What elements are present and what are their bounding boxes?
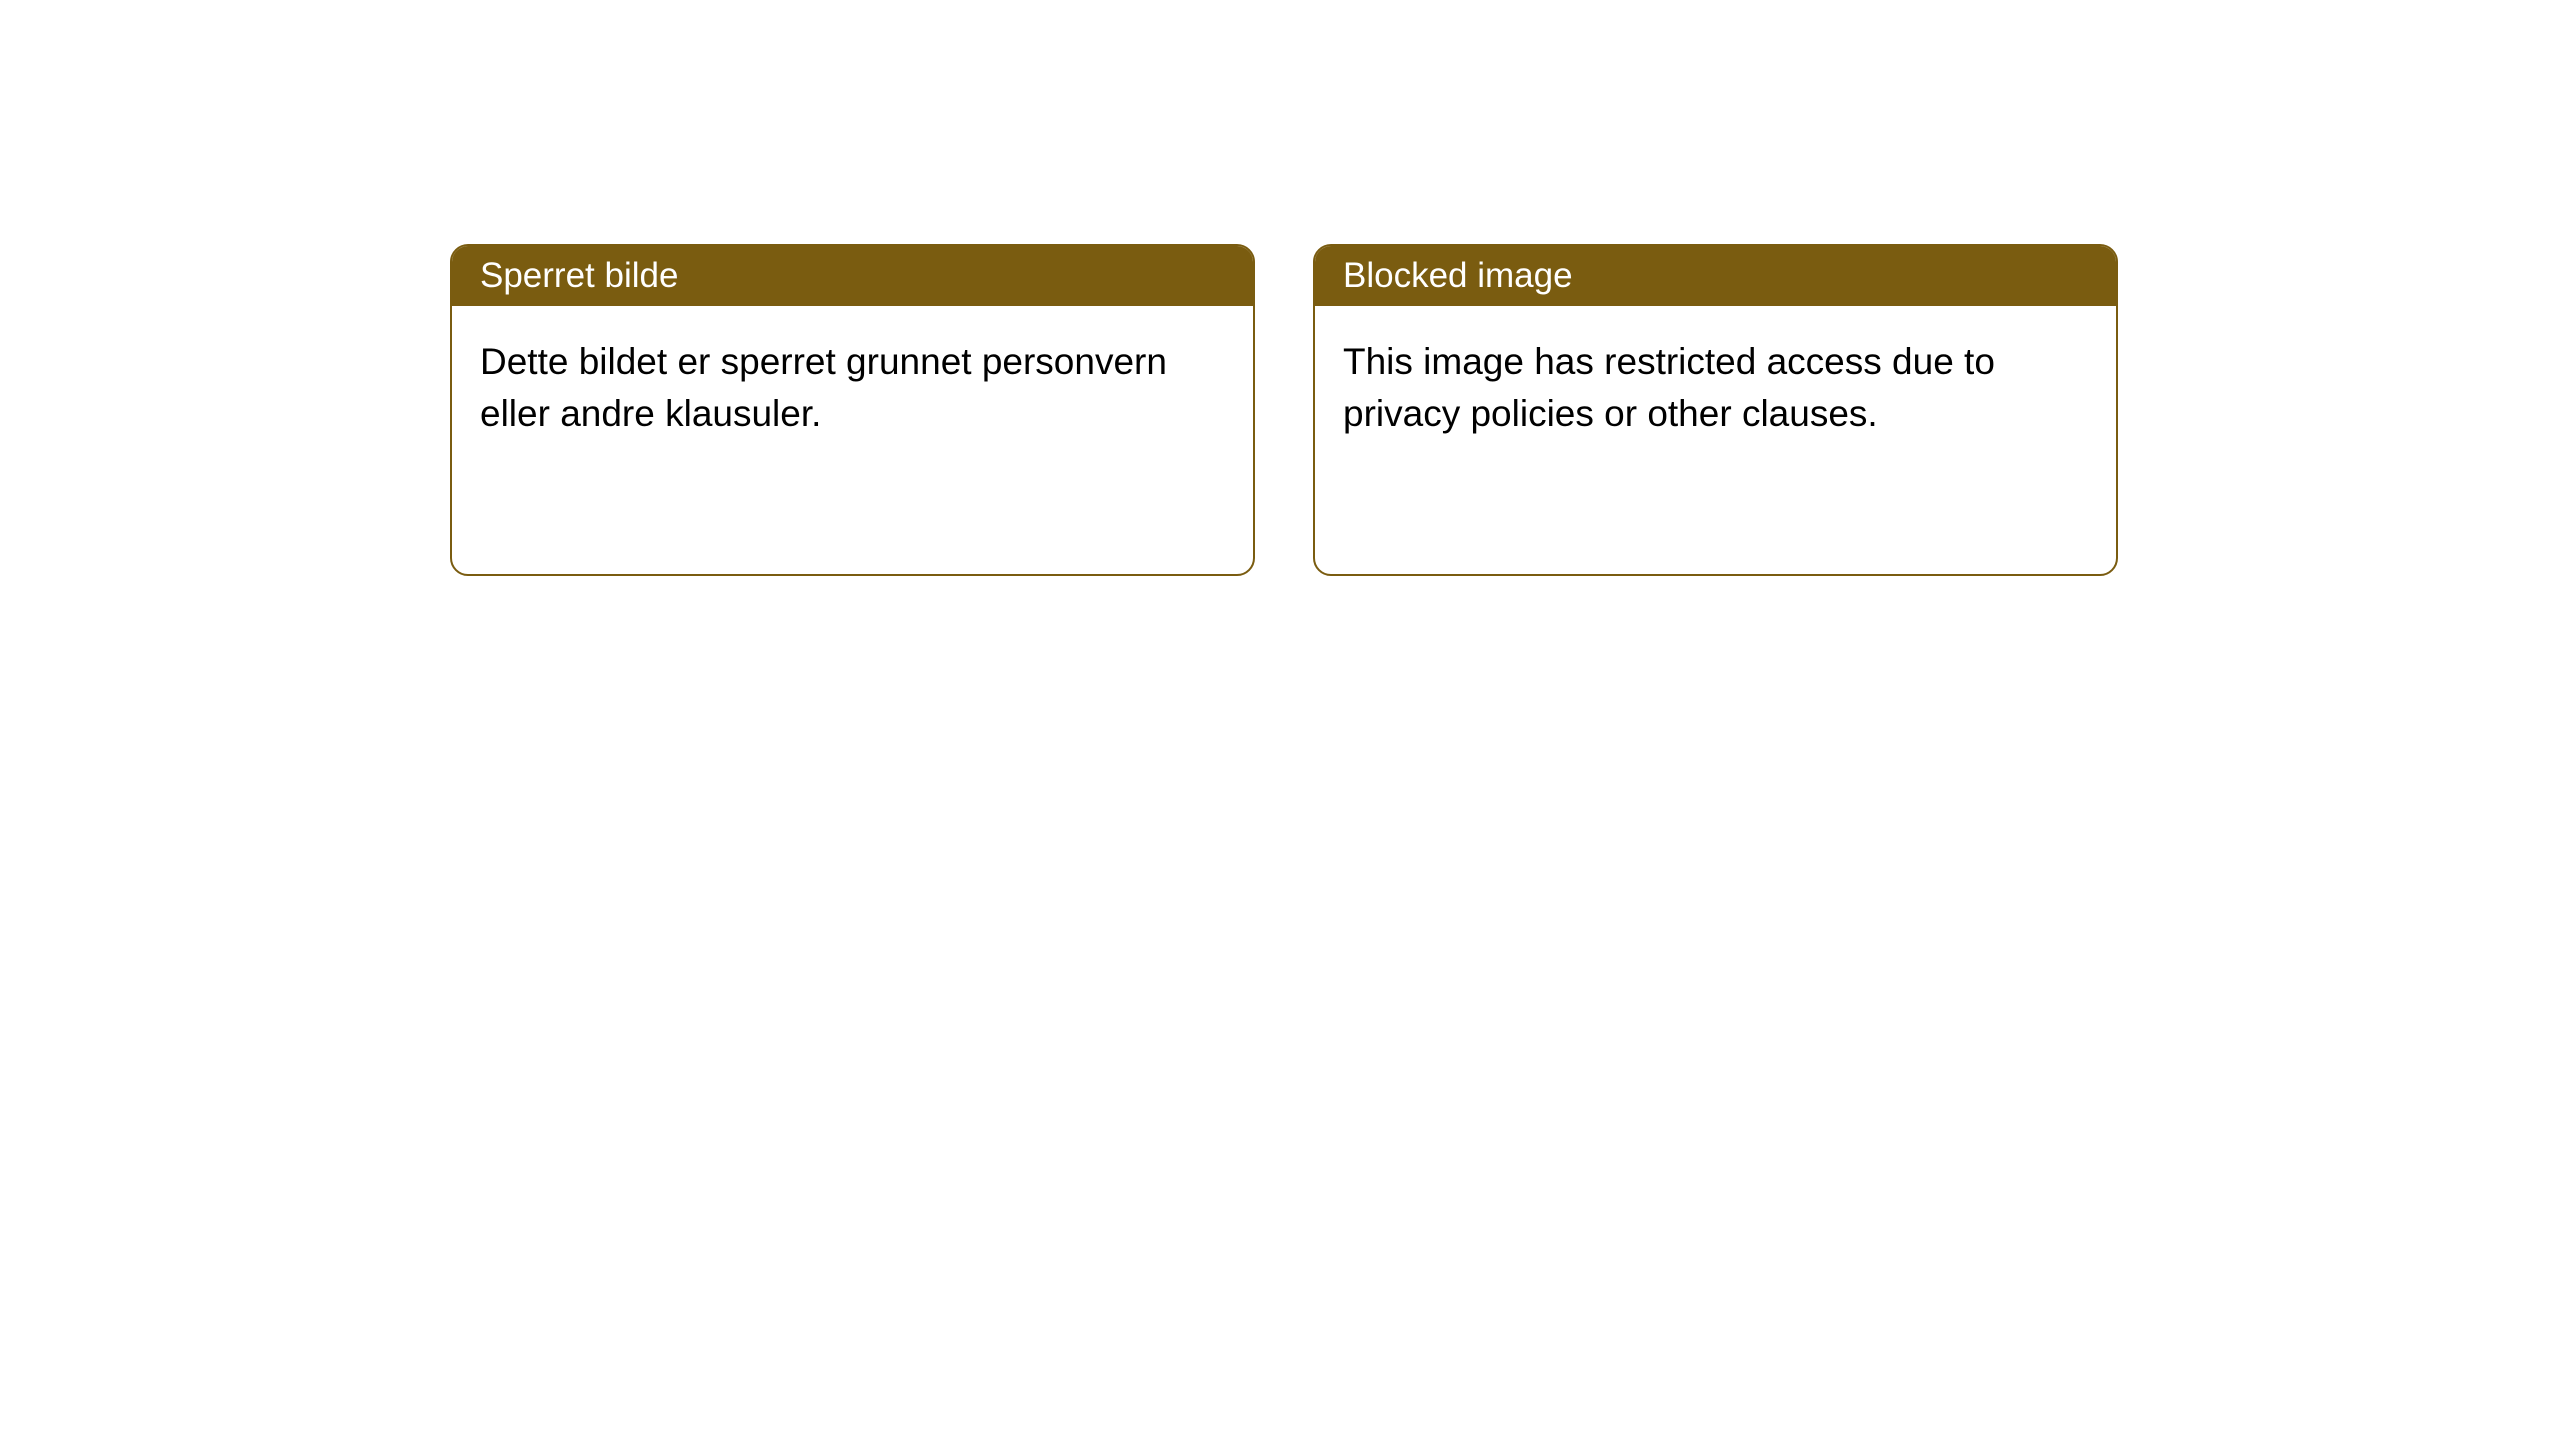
notice-container: Sperret bilde Dette bildet er sperret gr… bbox=[0, 0, 2560, 576]
card-title: Blocked image bbox=[1343, 256, 1573, 295]
notice-card-english: Blocked image This image has restricted … bbox=[1313, 244, 2118, 576]
card-header: Sperret bilde bbox=[452, 246, 1253, 306]
card-body-text: This image has restricted access due to … bbox=[1343, 341, 1995, 434]
card-body: Dette bildet er sperret grunnet personve… bbox=[452, 306, 1253, 470]
card-header: Blocked image bbox=[1315, 246, 2116, 306]
card-body-text: Dette bildet er sperret grunnet personve… bbox=[480, 341, 1167, 434]
card-body: This image has restricted access due to … bbox=[1315, 306, 2116, 470]
notice-card-norwegian: Sperret bilde Dette bildet er sperret gr… bbox=[450, 244, 1255, 576]
card-title: Sperret bilde bbox=[480, 256, 678, 295]
